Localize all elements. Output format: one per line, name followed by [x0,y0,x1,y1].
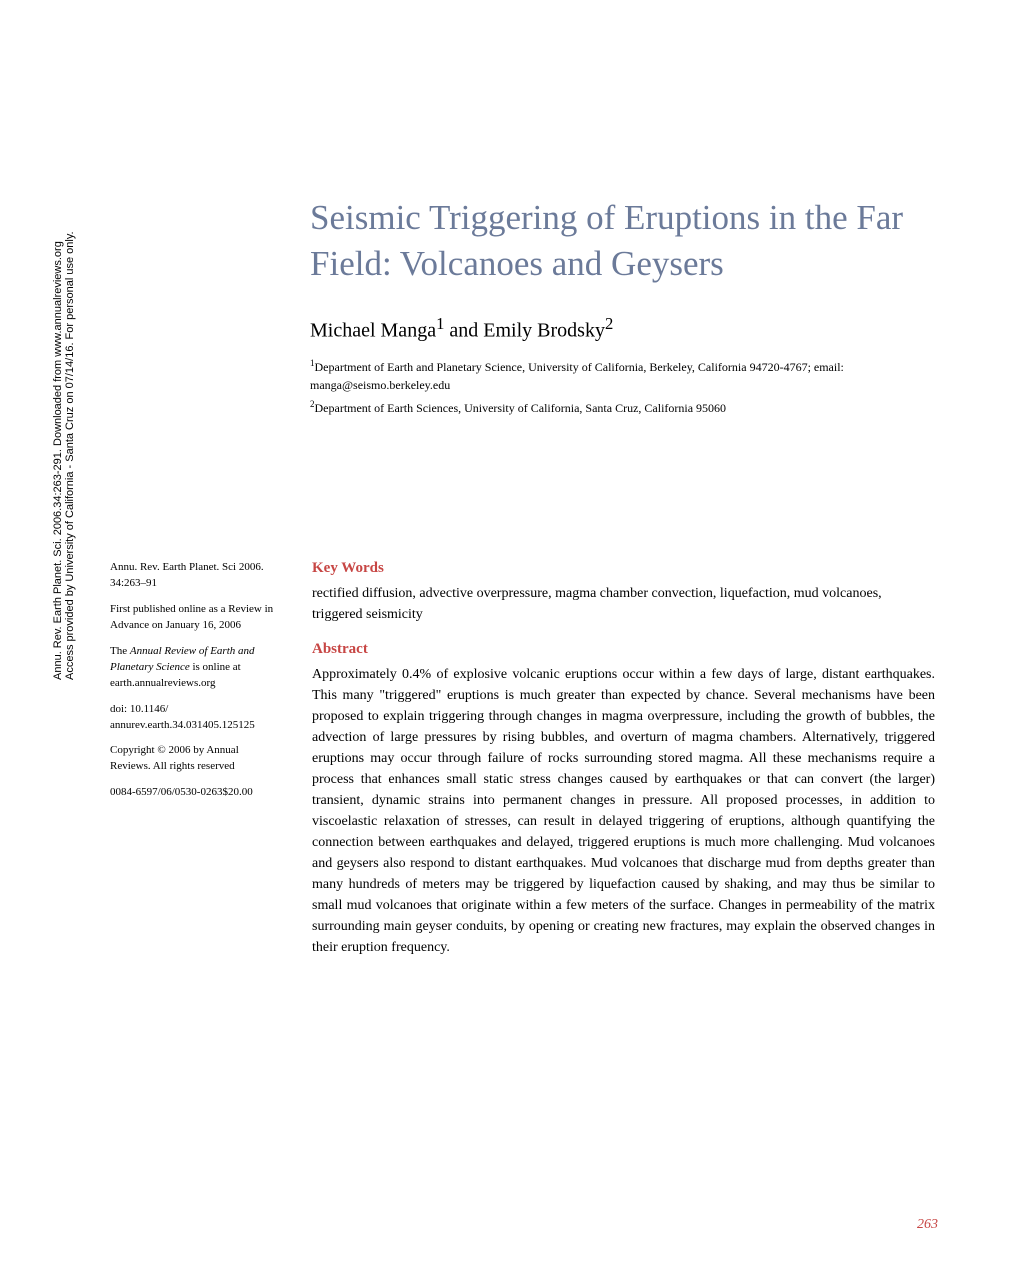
left-metadata-column: Annu. Rev. Earth Planet. Sci 2006. 34:26… [110,560,282,958]
doi: doi: 10.1146/ annurev.earth.34.031405.12… [110,702,282,734]
author-1: Michael Manga [310,320,436,342]
right-content-column: Key Words rectified diffusion, advective… [312,560,935,958]
affiliation-1: 1Department of Earth and Planetary Scien… [310,357,935,394]
affiliation-2: 2Department of Earth Sciences, Universit… [310,398,935,417]
page-number: 263 [917,1217,938,1233]
keywords-heading: Key Words [312,560,935,577]
author-2-sup: 2 [605,314,613,333]
aff1-text: Department of Earth and Planetary Scienc… [310,360,844,392]
download-attribution: Annu. Rev. Earth Planet. Sci. 2006.34:26… [52,231,76,680]
authors: Michael Manga1 and Emily Brodsky2 [310,314,935,343]
pub-info: First published online as a Review in Ad… [110,602,282,634]
two-column-layout: Annu. Rev. Earth Planet. Sci 2006. 34:26… [110,560,935,958]
copyright: Copyright © 2006 by Annual Reviews. All … [110,743,282,775]
aff2-text: Department of Earth Sciences, University… [315,401,727,415]
keywords-text: rectified diffusion, advective overpress… [312,583,935,625]
online-info: The Annual Review of Earth and Planetary… [110,644,282,692]
author-and: and Emily Brodsky [444,320,605,342]
abstract-text: Approximately 0.4% of explosive volcanic… [312,664,935,958]
side-line-1: Annu. Rev. Earth Planet. Sci. 2006.34:26… [52,241,64,680]
issn: 0084-6597/06/0530-0263$20.00 [110,785,282,801]
article-title: Seismic Triggering of Eruptions in the F… [310,195,935,286]
journal-citation: Annu. Rev. Earth Planet. Sci 2006. 34:26… [110,560,282,592]
abstract-heading: Abstract [312,641,935,658]
article-header: Seismic Triggering of Eruptions in the F… [310,195,935,421]
side-line-2: Access provided by University of Califor… [64,231,76,680]
